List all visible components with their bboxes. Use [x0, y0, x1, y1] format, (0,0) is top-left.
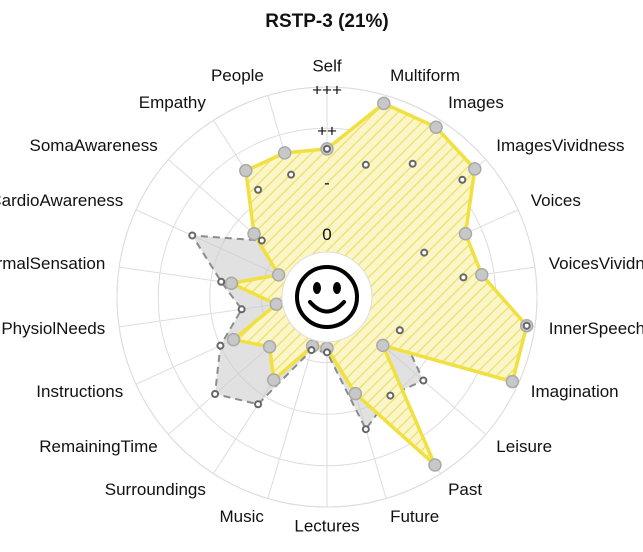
point	[271, 268, 286, 282]
point	[428, 458, 442, 472]
point	[522, 321, 531, 330]
category-label: ImagesVividness	[496, 136, 624, 155]
point	[254, 400, 263, 409]
category-label: PhysiolNeeds	[1, 319, 105, 338]
category-label: Voices	[531, 191, 581, 210]
point	[395, 326, 404, 335]
point	[361, 425, 370, 434]
point	[211, 390, 220, 399]
point	[224, 276, 239, 291]
point	[420, 248, 429, 257]
category-label: Lectures	[294, 516, 359, 535]
r-tick-label: +++	[312, 80, 342, 99]
point	[376, 338, 390, 353]
point	[287, 170, 296, 179]
smiley-eye	[313, 282, 321, 294]
point	[361, 160, 370, 169]
point	[237, 305, 246, 314]
smiley-eye	[333, 282, 341, 294]
spoke	[267, 340, 315, 499]
area-profile	[229, 101, 529, 467]
point	[386, 391, 395, 400]
point	[468, 162, 482, 176]
category-label: Empathy	[139, 93, 207, 112]
category-label: People	[211, 66, 264, 85]
category-label: Surroundings	[105, 480, 206, 499]
point	[429, 120, 443, 135]
category-label: Future	[390, 507, 439, 526]
point	[239, 163, 253, 178]
smiley-face	[295, 265, 359, 329]
category-label: Music	[219, 507, 264, 526]
point	[216, 341, 225, 350]
point	[277, 146, 292, 160]
point	[505, 374, 520, 389]
category-label: Self	[312, 56, 342, 75]
point	[458, 227, 473, 241]
point	[217, 277, 226, 286]
point	[269, 297, 284, 312]
point	[459, 273, 468, 282]
point	[408, 159, 417, 168]
smiley-mouth	[308, 300, 346, 314]
point	[458, 175, 467, 184]
point	[254, 185, 263, 194]
point	[377, 96, 391, 111]
category-label: CardioAwareness	[0, 191, 123, 210]
point	[323, 348, 331, 357]
category-label: RemainingTime	[39, 437, 157, 456]
category-label: VoicesVividness	[549, 254, 643, 273]
point	[257, 236, 266, 245]
point	[266, 373, 281, 387]
point	[323, 144, 331, 153]
r-tick-label: -	[324, 173, 330, 192]
point	[262, 339, 277, 354]
category-label: Multiform	[390, 66, 460, 85]
point	[247, 227, 261, 241]
point	[419, 376, 428, 385]
point	[475, 267, 489, 282]
point	[348, 386, 363, 401]
category-label: Imagination	[531, 382, 619, 401]
category-label: SomaAwareness	[30, 136, 158, 155]
point	[307, 346, 316, 355]
category-label: InnerSpeech	[549, 319, 643, 338]
category-label: Past	[448, 480, 482, 499]
point	[188, 231, 197, 240]
category-label: ThermalSensation	[0, 254, 105, 273]
chart-title: RSTP-3 (21%)	[265, 11, 389, 32]
r-tick-label: 0	[322, 225, 331, 244]
point	[226, 332, 241, 347]
category-label: Images	[448, 93, 504, 112]
r-tick-label: ++	[317, 122, 337, 141]
category-label: Instructions	[36, 382, 123, 401]
category-label: Leisure	[496, 437, 552, 456]
